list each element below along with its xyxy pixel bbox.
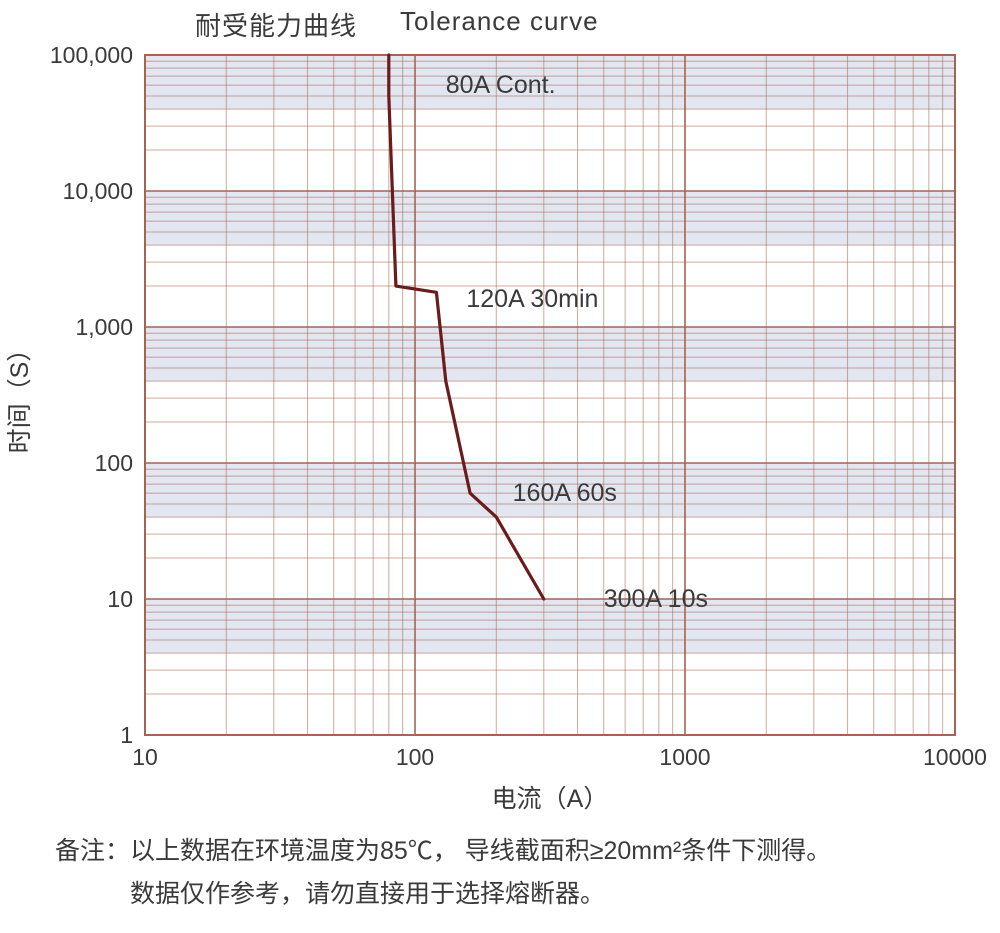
svg-text:电流（A）: 电流（A）: [492, 785, 609, 813]
svg-text:10000: 10000: [923, 744, 987, 770]
svg-text:100: 100: [396, 744, 434, 770]
svg-text:10,000: 10,000: [63, 178, 133, 204]
svg-text:10: 10: [132, 744, 158, 770]
svg-text:160A 60s: 160A 60s: [513, 479, 617, 507]
svg-text:10: 10: [107, 586, 133, 612]
footnote-line-2: 数据仅作参考，请勿直接用于选择熔断器。: [130, 873, 605, 916]
svg-text:1,000: 1,000: [75, 314, 133, 340]
chart-title-en: Tolerance curve: [400, 6, 599, 37]
svg-text:1: 1: [120, 722, 133, 748]
svg-text:时间（S）: 时间（S）: [6, 337, 34, 454]
svg-text:80A Cont.: 80A Cont.: [446, 71, 556, 99]
svg-text:300A 10s: 300A 10s: [604, 585, 708, 613]
svg-text:100,000: 100,000: [50, 42, 133, 68]
chart-title-cn: 耐受能力曲线: [195, 6, 357, 43]
tolerance-curve-chart: 101001000100001101001,00010,000100,000电流…: [0, 0, 1000, 820]
svg-text:120A 30min: 120A 30min: [466, 285, 598, 313]
svg-text:1000: 1000: [659, 744, 710, 770]
svg-text:100: 100: [95, 450, 133, 476]
page-root: 耐受能力曲线 Tolerance curve 10100100010000110…: [0, 0, 1000, 933]
footnote-line-1: 备注：以上数据在环境温度为85℃， 导线截面积≥20mm²条件下测得。: [55, 830, 831, 873]
